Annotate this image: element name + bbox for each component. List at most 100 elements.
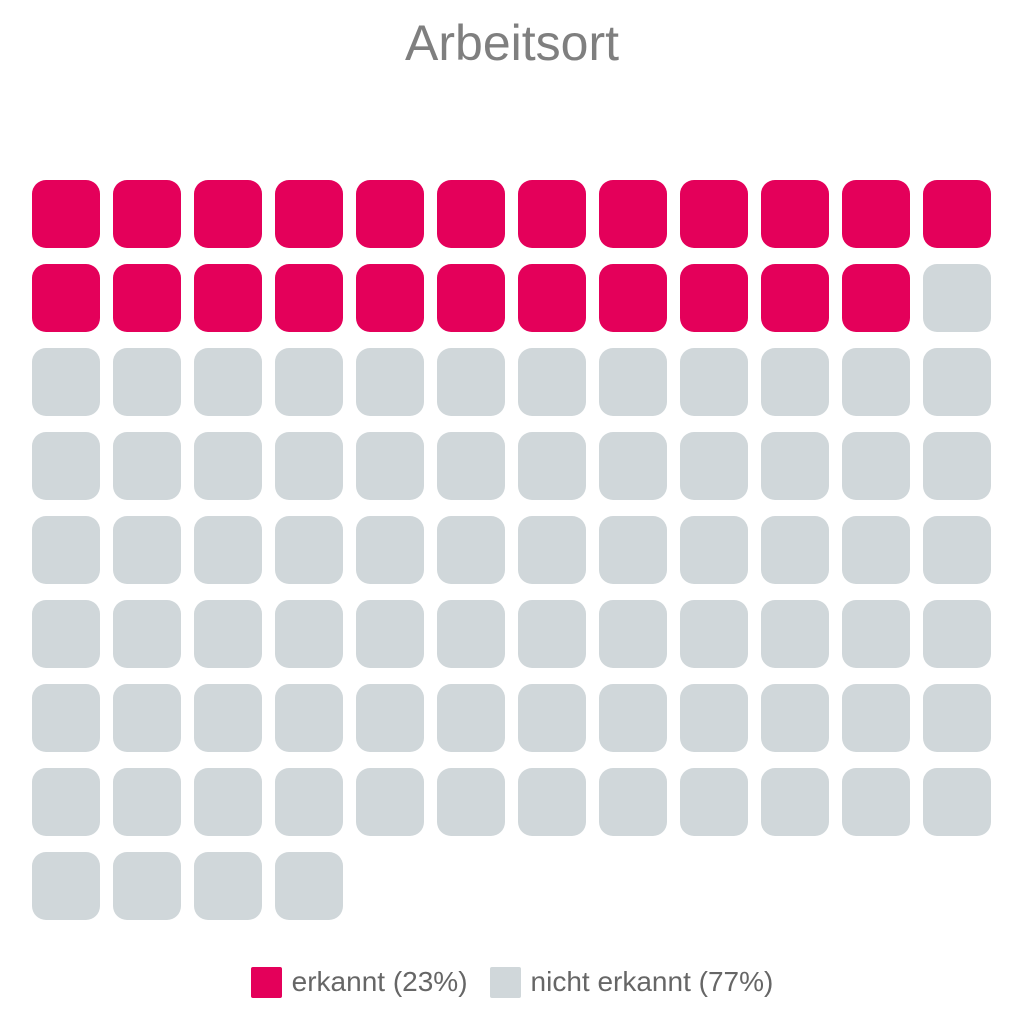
waffle-cell-nicht-erkannt: [761, 600, 829, 668]
waffle-cell-nicht-erkannt: [518, 768, 586, 836]
waffle-cell-nicht-erkannt: [680, 768, 748, 836]
waffle-cell-nicht-erkannt: [923, 348, 991, 416]
chart-title: Arbeitsort: [405, 15, 619, 71]
waffle-cell-erkannt: [194, 180, 262, 248]
legend-item-nicht-erkannt: nicht erkannt (77%): [489, 966, 774, 998]
waffle-cell-nicht-erkannt: [518, 432, 586, 500]
waffle-cell-nicht-erkannt: [680, 600, 748, 668]
waffle-cell-erkannt: [518, 180, 586, 248]
waffle-cell-nicht-erkannt: [842, 516, 910, 584]
waffle-cell-erkannt: [356, 180, 424, 248]
waffle-cell-nicht-erkannt: [275, 684, 343, 752]
waffle-cell-nicht-erkannt: [32, 348, 100, 416]
legend-swatch-erkannt: [250, 966, 282, 998]
waffle-cell-nicht-erkannt: [275, 432, 343, 500]
waffle-cell-nicht-erkannt: [761, 768, 829, 836]
waffle-cell-erkannt: [680, 180, 748, 248]
waffle-cell-nicht-erkannt: [842, 684, 910, 752]
waffle-cell-nicht-erkannt: [275, 516, 343, 584]
waffle-cell-nicht-erkannt: [518, 600, 586, 668]
waffle-cell-nicht-erkannt: [275, 852, 343, 920]
waffle-cell-erkannt: [113, 180, 181, 248]
waffle-cell-erkannt: [680, 264, 748, 332]
waffle-cell-erkannt: [32, 180, 100, 248]
waffle-cell-nicht-erkannt: [194, 516, 262, 584]
waffle-cell-nicht-erkannt: [842, 432, 910, 500]
waffle-cell-erkannt: [842, 180, 910, 248]
waffle-cell-nicht-erkannt: [518, 684, 586, 752]
waffle-cell-nicht-erkannt: [923, 600, 991, 668]
waffle-cell-erkannt: [275, 180, 343, 248]
waffle-cell-nicht-erkannt: [923, 516, 991, 584]
waffle-cell-nicht-erkannt: [680, 348, 748, 416]
waffle-cell-nicht-erkannt: [356, 348, 424, 416]
waffle-cell-nicht-erkannt: [599, 516, 667, 584]
waffle-cell-nicht-erkannt: [437, 348, 505, 416]
waffle-cell-nicht-erkannt: [194, 852, 262, 920]
waffle-cell-nicht-erkannt: [113, 348, 181, 416]
waffle-cell-nicht-erkannt: [32, 516, 100, 584]
waffle-cell-nicht-erkannt: [32, 432, 100, 500]
waffle-cell-nicht-erkannt: [113, 684, 181, 752]
waffle-cell-nicht-erkannt: [923, 432, 991, 500]
waffle-cell-nicht-erkannt: [194, 432, 262, 500]
waffle-cell-nicht-erkannt: [113, 852, 181, 920]
waffle-cell-nicht-erkannt: [761, 516, 829, 584]
waffle-cell-nicht-erkannt: [761, 432, 829, 500]
waffle-cell-nicht-erkannt: [923, 264, 991, 332]
legend-item-erkannt: erkannt (23%): [250, 966, 468, 998]
waffle-cell-nicht-erkannt: [761, 684, 829, 752]
waffle-cell-erkannt: [761, 180, 829, 248]
waffle-cell-nicht-erkannt: [437, 768, 505, 836]
waffle-cell-nicht-erkannt: [32, 768, 100, 836]
waffle-cell-nicht-erkannt: [32, 600, 100, 668]
waffle-cell-erkannt: [599, 264, 667, 332]
waffle-cell-erkannt: [923, 180, 991, 248]
waffle-cell-erkannt: [437, 180, 505, 248]
waffle-cell-nicht-erkannt: [194, 600, 262, 668]
legend-swatch-nicht-erkannt: [489, 966, 521, 998]
waffle-cell-nicht-erkannt: [194, 684, 262, 752]
waffle-cell-erkannt: [275, 264, 343, 332]
waffle-cell-erkannt: [194, 264, 262, 332]
waffle-cell-nicht-erkannt: [437, 432, 505, 500]
waffle-cell-nicht-erkannt: [518, 516, 586, 584]
waffle-cell-nicht-erkannt: [599, 348, 667, 416]
legend-label-erkannt: erkannt (23%): [291, 966, 468, 997]
waffle-cell-nicht-erkannt: [842, 600, 910, 668]
waffle-cell-nicht-erkannt: [275, 348, 343, 416]
waffle-cell-nicht-erkannt: [437, 516, 505, 584]
waffle-cell-erkannt: [761, 264, 829, 332]
waffle-cell-nicht-erkannt: [599, 768, 667, 836]
waffle-cell-nicht-erkannt: [113, 600, 181, 668]
waffle-cell-nicht-erkannt: [113, 432, 181, 500]
waffle-cell-nicht-erkannt: [761, 348, 829, 416]
waffle-cell-nicht-erkannt: [923, 684, 991, 752]
legend-label-nicht-erkannt: nicht erkannt (77%): [530, 966, 774, 997]
waffle-cell-nicht-erkannt: [923, 768, 991, 836]
waffle-cell-erkannt: [842, 264, 910, 332]
waffle-cell-nicht-erkannt: [32, 852, 100, 920]
waffle-cell-nicht-erkannt: [680, 684, 748, 752]
waffle-cell-nicht-erkannt: [842, 768, 910, 836]
waffle-cell-nicht-erkannt: [275, 768, 343, 836]
waffle-cell-nicht-erkannt: [680, 432, 748, 500]
waffle-cell-nicht-erkannt: [599, 600, 667, 668]
waffle-cell-erkannt: [599, 180, 667, 248]
waffle-cell-erkannt: [32, 264, 100, 332]
waffle-cell-nicht-erkannt: [356, 600, 424, 668]
waffle-cell-nicht-erkannt: [113, 768, 181, 836]
waffle-cell-nicht-erkannt: [599, 684, 667, 752]
waffle-cell-nicht-erkannt: [275, 600, 343, 668]
waffle-cell-nicht-erkannt: [113, 516, 181, 584]
waffle-cell-nicht-erkannt: [194, 768, 262, 836]
waffle-cell-nicht-erkannt: [599, 432, 667, 500]
waffle-cell-nicht-erkannt: [356, 684, 424, 752]
waffle-cell-erkannt: [113, 264, 181, 332]
waffle-cell-erkannt: [518, 264, 586, 332]
waffle-cell-nicht-erkannt: [356, 516, 424, 584]
waffle-cell-erkannt: [356, 264, 424, 332]
waffle-cell-nicht-erkannt: [842, 348, 910, 416]
waffle-cell-nicht-erkannt: [518, 348, 586, 416]
